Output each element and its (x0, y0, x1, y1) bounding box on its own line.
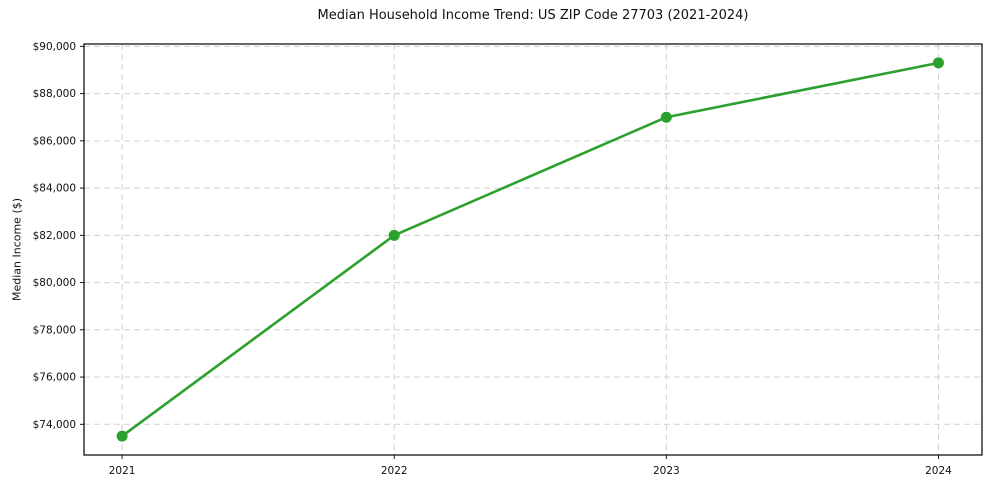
x-tick-label: 2023 (653, 465, 680, 477)
chart-title: Median Household Income Trend: US ZIP Co… (317, 8, 749, 23)
x-tick-label: 2022 (381, 465, 408, 477)
data-point-2024 (932, 57, 944, 69)
y-tick-label: $82,000 (33, 230, 76, 242)
x-tick-label: 2024 (925, 465, 952, 477)
y-tick-label: $84,000 (33, 183, 76, 195)
y-tick-label: $76,000 (33, 372, 76, 384)
y-tick-label: $86,000 (33, 135, 76, 147)
y-tick-label: $88,000 (33, 88, 76, 100)
x-tick-label: 2021 (109, 465, 136, 477)
data-point-2021 (116, 430, 128, 442)
y-tick-label: $80,000 (33, 277, 76, 289)
plot-border (83, 43, 983, 456)
trend-line (120, 61, 940, 438)
data-point-2022 (388, 229, 400, 241)
y-tick-label: $78,000 (33, 324, 76, 336)
data-point-2023 (660, 111, 672, 123)
y-tick-label: $74,000 (33, 419, 76, 431)
y-tick-label: $90,000 (33, 41, 76, 53)
